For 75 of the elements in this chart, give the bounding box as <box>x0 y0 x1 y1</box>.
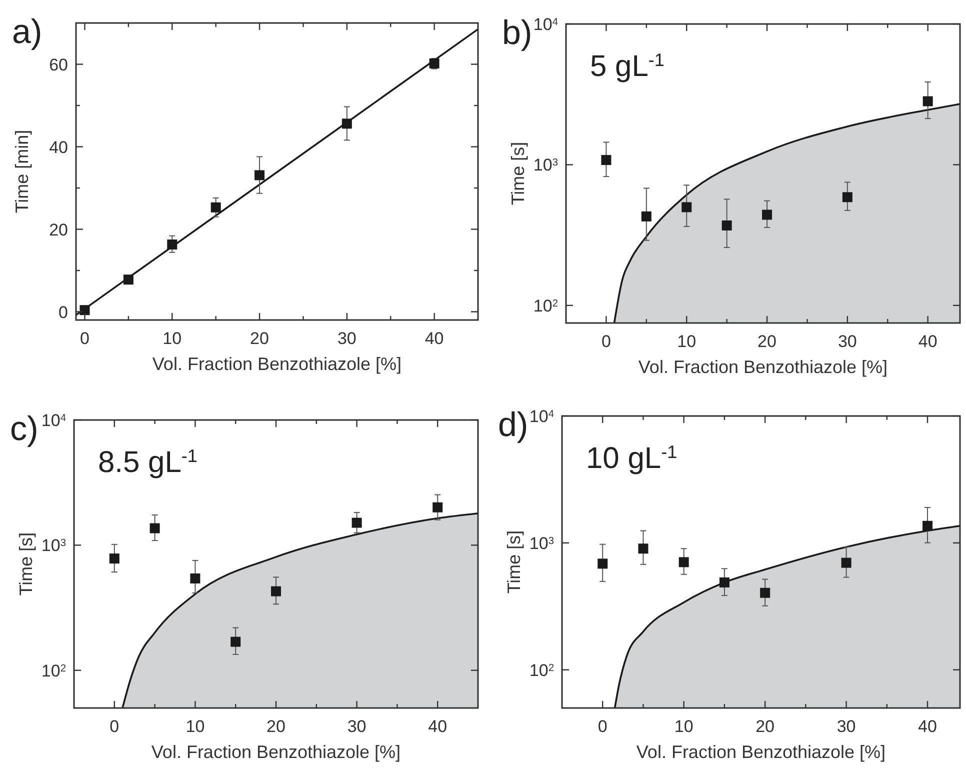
x-tick-label: 30 <box>347 717 366 736</box>
annotation: 5 gL$^{-1}$ <box>590 50 664 83</box>
x-tick-label: 10 <box>162 329 182 348</box>
x-tick-label: 30 <box>337 329 356 348</box>
x-tick-label: 40 <box>424 329 444 348</box>
x-tick-label: 10 <box>674 717 694 736</box>
point <box>352 518 362 528</box>
point <box>760 588 770 598</box>
point <box>678 557 689 568</box>
point <box>922 520 933 531</box>
point <box>271 586 281 596</box>
chart-title: d) <box>498 406 528 444</box>
y-axis-title: Time [s] <box>504 530 524 594</box>
x-axis-title: Vol. Fraction Benzothiazole [%] <box>151 742 401 762</box>
x-tick-label: 20 <box>266 717 286 736</box>
point <box>190 573 200 584</box>
x-tick-label: 40 <box>428 717 448 736</box>
point <box>167 240 178 250</box>
x-tick-label: 20 <box>756 717 775 736</box>
x-tick-label: 40 <box>918 332 938 351</box>
y-tick-label: 10$^{2}$ <box>41 661 66 680</box>
point <box>841 558 852 568</box>
point <box>762 210 772 220</box>
y-tick-label: 0 <box>58 302 68 322</box>
y-tick-label: 10$^{3}$ <box>41 536 66 556</box>
y-axis-title: Time [s] <box>16 532 36 596</box>
x-tick-label: 0 <box>80 329 90 348</box>
x-tick-label: 30 <box>838 332 857 351</box>
x-tick-label: 40 <box>918 717 937 736</box>
y-tick-label: 60 <box>49 55 68 74</box>
point <box>123 274 134 285</box>
x-axis-title: Vol. Fraction Benzothiazole [%] <box>152 354 402 374</box>
y-tick-label: 10$^{2}$ <box>533 296 558 316</box>
y-tick-label: 10$^{3}$ <box>529 534 554 553</box>
point <box>342 118 352 129</box>
y-tick-label: 10$^{4}$ <box>529 407 554 426</box>
point <box>682 202 692 212</box>
x-tick-label: 10 <box>186 717 205 736</box>
point <box>598 558 608 569</box>
y-axis-title: Time [min] <box>12 130 32 214</box>
annotation: 8.5 gL$^{-1}$ <box>98 446 198 479</box>
point <box>922 96 933 106</box>
point <box>80 305 90 316</box>
x-tick-label: 10 <box>677 332 696 351</box>
point <box>641 211 652 222</box>
y-tick-label: 10$^{4}$ <box>533 15 558 34</box>
x-axis-title: Vol. Fraction Benzothiazole [%] <box>636 742 886 762</box>
x-tick-label: 0 <box>601 332 611 351</box>
chart-title: c) <box>10 410 38 448</box>
chart-title: b) <box>502 14 532 52</box>
x-tick-label: 20 <box>250 329 269 348</box>
y-tick-label: 10$^{3}$ <box>533 156 558 175</box>
point <box>210 202 221 212</box>
point <box>601 155 612 166</box>
y-axis-title: Time [s] <box>508 142 528 206</box>
y-tick-label: 10$^{2}$ <box>529 660 554 680</box>
y-tick-label: 20 <box>49 220 68 240</box>
x-tick-label: 0 <box>598 717 608 736</box>
x-tick-label: 0 <box>110 717 120 736</box>
point <box>719 577 730 588</box>
point <box>109 554 120 564</box>
x-axis-title: Vol. Fraction Benzothiazole [%] <box>638 357 888 377</box>
point <box>432 502 443 512</box>
point <box>230 636 241 647</box>
y-tick-label: 10$^{4}$ <box>41 411 66 430</box>
annotation: 10 gL$^{-1}$ <box>586 442 678 475</box>
chart-title: a) <box>12 13 42 51</box>
point <box>254 170 265 180</box>
point <box>842 192 852 202</box>
point <box>638 544 648 554</box>
point <box>150 523 160 534</box>
point <box>722 220 732 230</box>
x-tick-label: 20 <box>758 332 776 351</box>
y-tick-label: 40 <box>49 138 68 157</box>
x-tick-label: 30 <box>836 717 856 736</box>
